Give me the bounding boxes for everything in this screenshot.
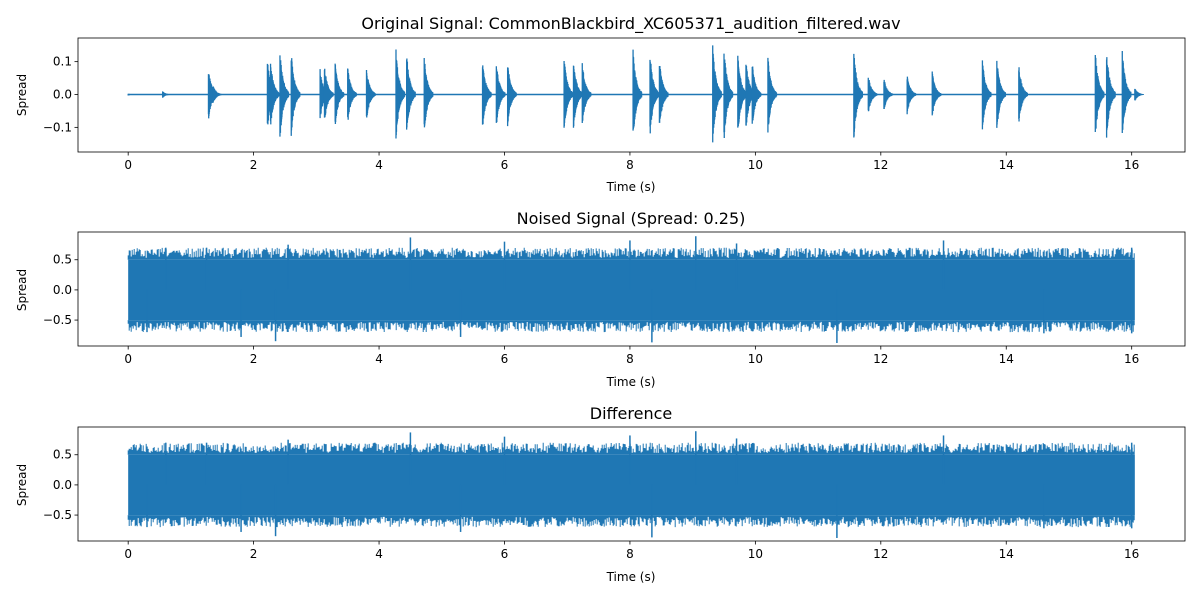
x-tick-label: 8 [626,352,634,366]
signal-burst [751,66,762,124]
signal-burst [563,60,574,128]
x-tick-label: 14 [999,547,1014,561]
signal-burst [723,53,734,139]
signal-burst [395,49,406,139]
signal-burst [481,65,492,125]
signal-burst [1018,67,1028,122]
plot-area: 0 2 4 6 8 10 12 14 16 0.1 0.0 −0.1 [43,37,1186,172]
x-tick-label: 2 [250,158,258,172]
x-tick-label: 0 [124,547,132,561]
x-tick-label: 16 [1124,352,1139,366]
y-tick-label: −0.5 [43,313,72,327]
original-signal-panel: Original Signal: CommonBlackbird_XC60537… [15,14,1186,194]
x-tick-label: 16 [1124,547,1139,561]
plot-area: 0 2 4 6 8 10 12 14 16 0.5 0.0 −0.5 [43,426,1186,561]
noised-signal-panel: Noised Signal (Spread: 0.25) 0 2 4 6 8 10 12 14… [15,209,1186,389]
x-tick-label: 10 [748,547,763,561]
signal-burst [649,59,660,134]
x-tick-label: 10 [748,352,763,366]
signal-burst [853,53,864,138]
x-axis-label: Time (s) [606,180,656,194]
noise-edge [127,442,1135,528]
x-tick-label: 12 [873,352,888,366]
x-tick-label: 6 [501,158,509,172]
y-axis-label: Spread [15,269,29,311]
signal-burst [290,58,301,136]
difference-panel: Difference 0 2 4 6 8 10 12 14 16 0.5 0.0 −0.5 Time … [15,404,1186,584]
signal-burst [279,55,290,137]
signal-burst [1105,57,1116,138]
noise-band [128,454,1135,516]
x-tick-label: 14 [999,158,1014,172]
chart-title: Difference [590,404,672,423]
axes-frame [77,37,1186,153]
y-tick-label: 0.0 [53,283,72,297]
y-tick-label: 0.5 [53,253,72,267]
signal-burst [581,63,592,124]
noise-band [128,259,1135,321]
x-tick-label: 10 [748,158,763,172]
signal-burst [981,60,992,130]
x-tick-label: 16 [1124,158,1139,172]
signal-burst [712,45,722,143]
x-tick-label: 12 [873,547,888,561]
signal-burst [347,68,357,120]
signal-burst [632,49,643,131]
signal-burst [996,60,1007,128]
x-axis-label: Time (s) [606,570,656,584]
signal-burst [867,77,878,112]
y-tick-label: −0.1 [43,120,72,134]
y-axis-label: Spread [15,464,29,506]
x-tick-label: 2 [250,352,258,366]
axes-frame [77,231,1186,347]
axes-frame [77,426,1186,542]
signal-burst [506,67,517,127]
signal-burst [658,65,669,123]
plot-area: 0 2 4 6 8 10 12 14 16 0.5 0.0 −0.5 [43,231,1186,366]
x-tick-label: 12 [873,158,888,172]
signal-burst [334,63,345,124]
signal-burst [165,93,175,96]
signal-burst [323,68,334,118]
signal-burst [1094,54,1105,132]
signal-burst [737,55,747,128]
signal-burst [883,79,894,109]
signal-burst [1121,50,1132,133]
signal-burst [423,58,434,128]
chart-title: Original Signal: CommonBlackbird_XC60537… [361,14,900,34]
signal-burst [906,76,917,115]
y-tick-label: 0.0 [53,88,72,102]
y-tick-label: 0.0 [53,478,72,492]
x-tick-label: 6 [501,352,509,366]
signal-burst [931,71,942,116]
y-tick-label: 0.1 [53,55,72,69]
x-tick-label: 4 [375,352,383,366]
signal-burst [212,86,223,103]
signal-burst [365,70,376,118]
x-axis-label: Time (s) [606,375,656,389]
noise-edge [127,247,1135,333]
x-tick-label: 8 [626,547,634,561]
signal-burst [269,63,280,125]
y-tick-label: 0.5 [53,448,72,462]
y-tick-label: −0.5 [43,508,72,522]
chart-title: Noised Signal (Spread: 0.25) [517,209,746,228]
signal-burst [572,65,583,128]
x-tick-label: 2 [250,547,258,561]
signal-burst [1134,88,1145,101]
x-tick-label: 8 [626,158,634,172]
x-tick-label: 14 [999,352,1014,366]
signal-burst [495,66,506,123]
signal-burst [767,57,778,133]
x-tick-label: 0 [124,158,132,172]
signal-burst [406,58,416,130]
x-tick-label: 4 [375,158,383,172]
x-tick-label: 4 [375,547,383,561]
x-tick-label: 0 [124,352,132,366]
signal-burst [127,93,138,96]
x-tick-label: 6 [501,547,509,561]
y-axis-label: Spread [15,74,29,116]
